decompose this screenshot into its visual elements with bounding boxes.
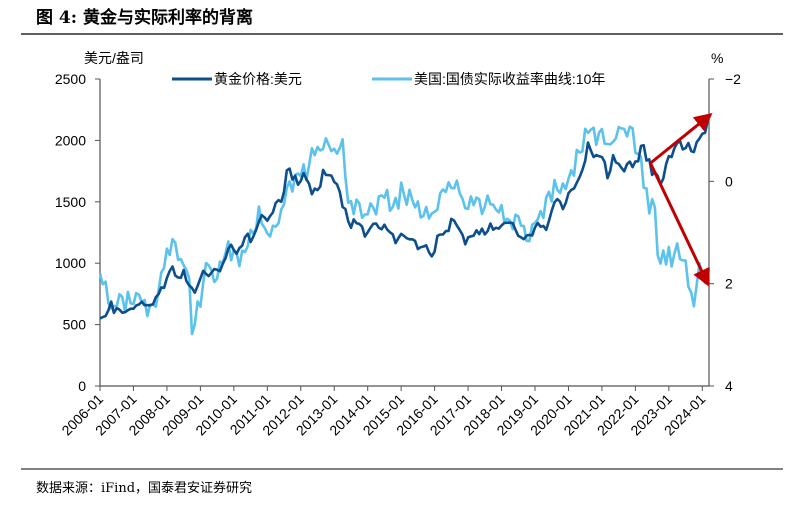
- right-tick-label: 4: [725, 378, 733, 394]
- arrow-gold-up: [649, 113, 713, 165]
- left-tick-label: 2500: [55, 71, 86, 87]
- arrow-real-yield-down: [649, 162, 710, 287]
- left-tick-label: 500: [63, 317, 87, 333]
- left-tick-label: 1000: [55, 255, 86, 271]
- legend-label-real-yield: 美国:国债实际收益率曲线:10年: [414, 71, 605, 87]
- series-line-gold-price: [99, 119, 710, 320]
- annotations: [649, 113, 713, 287]
- left-axis-unit: 美元/盎司: [84, 50, 144, 66]
- right-tick-label: −2: [725, 71, 741, 87]
- left-tick-label: 2000: [55, 132, 86, 148]
- series-line-real-yield: [98, 125, 710, 336]
- source-note: 数据来源：iFind，国泰君安证券研究: [36, 480, 252, 496]
- right-tick-label: 0: [725, 173, 733, 189]
- left-tick-label: 0: [78, 378, 86, 394]
- series-lines: [98, 119, 710, 336]
- right-tick-label: 2: [725, 276, 733, 292]
- figure-title: 图 4: 黄金与实际利率的背离: [36, 7, 253, 28]
- left-tick-label: 1500: [55, 194, 86, 210]
- legend: 黄金价格:美元 美国:国债实际收益率曲线:10年: [172, 71, 605, 87]
- legend-label-gold: 黄金价格:美元: [214, 71, 302, 87]
- right-axis-unit: %: [711, 50, 723, 66]
